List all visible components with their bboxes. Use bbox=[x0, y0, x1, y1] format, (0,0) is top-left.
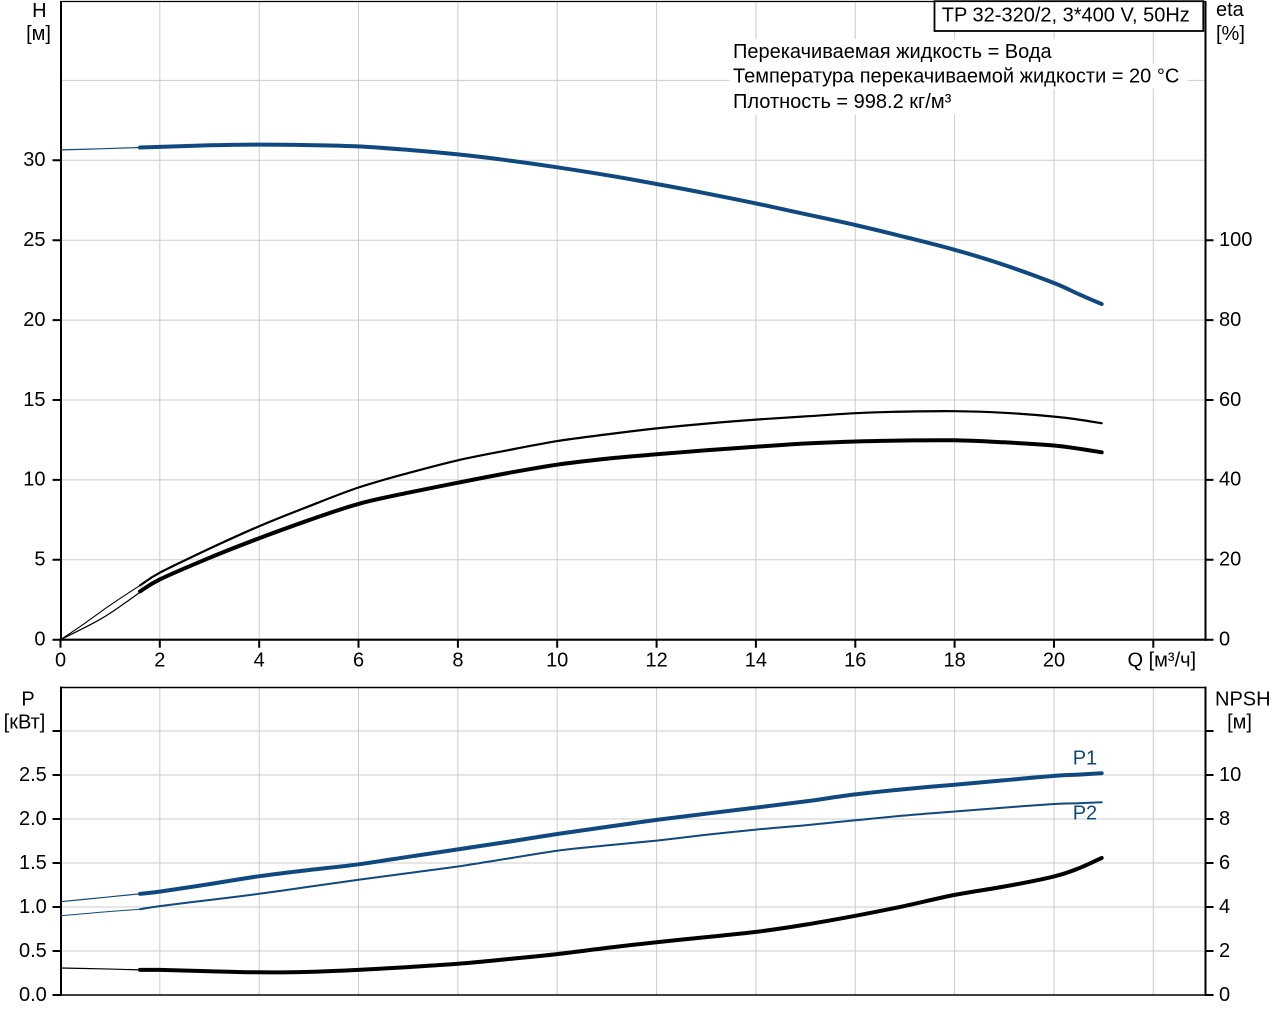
svg-text:15: 15 bbox=[23, 389, 45, 411]
svg-text:4: 4 bbox=[1219, 896, 1230, 918]
svg-text:18: 18 bbox=[943, 649, 965, 671]
svg-text:6: 6 bbox=[1219, 852, 1230, 874]
svg-text:6: 6 bbox=[353, 649, 364, 671]
svg-text:0: 0 bbox=[1219, 629, 1230, 651]
svg-text:[кВт]: [кВт] bbox=[4, 711, 46, 733]
svg-text:10: 10 bbox=[546, 649, 568, 671]
svg-text:80: 80 bbox=[1219, 309, 1241, 331]
svg-text:30: 30 bbox=[23, 149, 45, 171]
svg-text:20: 20 bbox=[23, 309, 45, 331]
svg-text:Плотность = 998.2 кг/м³: Плотность = 998.2 кг/м³ bbox=[733, 91, 952, 113]
svg-text:25: 25 bbox=[23, 229, 45, 251]
svg-text:0: 0 bbox=[55, 649, 66, 671]
svg-text:20: 20 bbox=[1219, 549, 1241, 571]
svg-text:10: 10 bbox=[1219, 764, 1241, 786]
svg-text:20: 20 bbox=[1043, 649, 1065, 671]
svg-text:1.0: 1.0 bbox=[19, 896, 47, 918]
svg-text:Перекачиваемая жидкость = Вода: Перекачиваемая жидкость = Вода bbox=[733, 41, 1053, 63]
svg-text:4: 4 bbox=[254, 649, 265, 671]
svg-text:40: 40 bbox=[1219, 469, 1241, 491]
svg-text:2.0: 2.0 bbox=[19, 808, 47, 830]
svg-text:P: P bbox=[21, 688, 34, 710]
svg-text:[м]: [м] bbox=[1227, 711, 1252, 733]
svg-text:[%]: [%] bbox=[1216, 23, 1245, 45]
svg-text:P2: P2 bbox=[1073, 802, 1097, 824]
svg-text:16: 16 bbox=[844, 649, 866, 671]
svg-text:2: 2 bbox=[1219, 940, 1230, 962]
svg-text:NPSH: NPSH bbox=[1215, 688, 1271, 710]
svg-text:0.0: 0.0 bbox=[19, 984, 47, 1006]
svg-text:5: 5 bbox=[34, 549, 45, 571]
svg-text:10: 10 bbox=[23, 469, 45, 491]
svg-text:2: 2 bbox=[154, 649, 165, 671]
svg-text:P1: P1 bbox=[1073, 747, 1097, 769]
svg-text:0: 0 bbox=[34, 629, 45, 651]
svg-text:Температура перекачиваемой жид: Температура перекачиваемой жидкости = 20… bbox=[733, 65, 1179, 87]
svg-text:Q [м³/ч]: Q [м³/ч] bbox=[1127, 649, 1196, 671]
svg-text:8: 8 bbox=[452, 649, 463, 671]
svg-text:12: 12 bbox=[645, 649, 667, 671]
svg-text:8: 8 bbox=[1219, 808, 1230, 830]
svg-text:H: H bbox=[32, 0, 46, 22]
svg-text:2.5: 2.5 bbox=[19, 764, 47, 786]
svg-text:1.5: 1.5 bbox=[19, 852, 47, 874]
svg-text:14: 14 bbox=[745, 649, 767, 671]
svg-text:0: 0 bbox=[1219, 984, 1230, 1006]
svg-text:0.5: 0.5 bbox=[19, 940, 47, 962]
svg-text:60: 60 bbox=[1219, 389, 1241, 411]
svg-text:eta: eta bbox=[1216, 0, 1245, 21]
svg-text:100: 100 bbox=[1219, 229, 1252, 251]
svg-text:[м]: [м] bbox=[26, 23, 51, 45]
svg-text:TP 32-320/2, 3*400 V, 50Hz: TP 32-320/2, 3*400 V, 50Hz bbox=[942, 4, 1190, 26]
